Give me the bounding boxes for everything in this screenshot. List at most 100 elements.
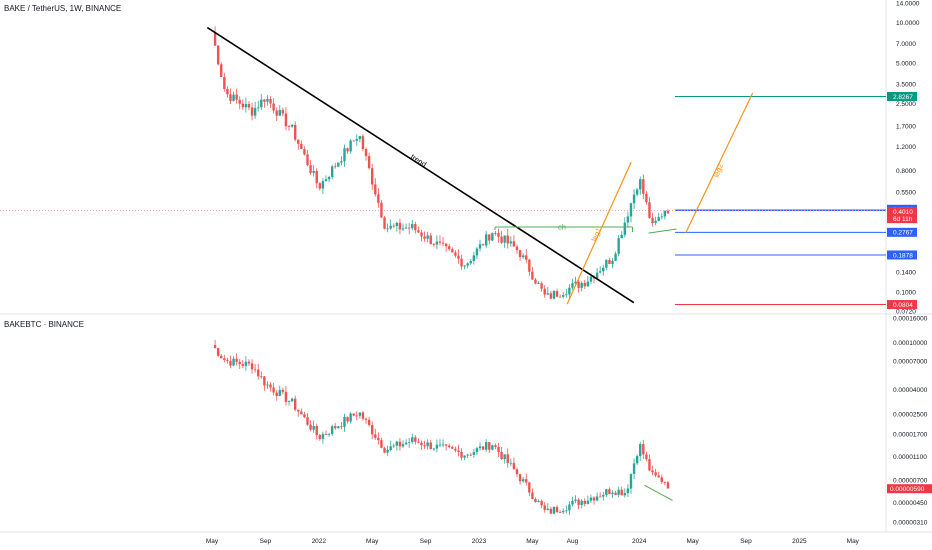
candle-body[interactable] bbox=[525, 479, 528, 483]
candle-body[interactable] bbox=[525, 255, 528, 260]
candle-body[interactable] bbox=[484, 442, 488, 450]
candle-body[interactable] bbox=[586, 281, 590, 287]
candle-body[interactable] bbox=[226, 88, 229, 95]
candle-body[interactable] bbox=[435, 241, 439, 245]
candle-body[interactable] bbox=[635, 189, 639, 195]
candle-body[interactable] bbox=[481, 446, 485, 450]
candle-body[interactable] bbox=[623, 222, 627, 235]
candle-body[interactable] bbox=[537, 283, 540, 285]
candle-body[interactable] bbox=[287, 126, 291, 128]
candle-body[interactable] bbox=[423, 445, 426, 447]
candle-body[interactable] bbox=[346, 148, 349, 152]
main-candles[interactable] bbox=[213, 26, 670, 300]
candle-body[interactable] bbox=[330, 166, 334, 177]
candle-body[interactable] bbox=[352, 140, 355, 142]
candle-body[interactable] bbox=[334, 426, 337, 429]
candle-body[interactable] bbox=[364, 149, 368, 157]
candle-body[interactable] bbox=[518, 250, 522, 258]
candle-body[interactable] bbox=[327, 433, 331, 435]
candle-body[interactable] bbox=[377, 194, 380, 203]
candle-body[interactable] bbox=[608, 489, 611, 495]
candle-body[interactable] bbox=[448, 445, 451, 447]
candle-body[interactable] bbox=[497, 446, 500, 453]
candle-body[interactable] bbox=[429, 442, 432, 449]
candle-body[interactable] bbox=[521, 255, 525, 258]
candle-body[interactable] bbox=[404, 442, 408, 445]
candle-body[interactable] bbox=[383, 217, 386, 229]
candle-body[interactable] bbox=[444, 243, 448, 247]
candle-body[interactable] bbox=[420, 442, 423, 446]
candle-body[interactable] bbox=[321, 181, 325, 189]
candle-body[interactable] bbox=[552, 291, 556, 299]
candle-body[interactable] bbox=[629, 473, 633, 489]
candle-body[interactable] bbox=[460, 258, 463, 267]
candle-body[interactable] bbox=[414, 437, 417, 442]
candle-body[interactable] bbox=[657, 217, 660, 221]
candle-body[interactable] bbox=[457, 255, 460, 259]
candle-body[interactable] bbox=[577, 499, 580, 506]
candle-body[interactable] bbox=[398, 222, 402, 230]
candle-body[interactable] bbox=[395, 222, 399, 227]
candle-body[interactable] bbox=[229, 361, 232, 366]
candle-body[interactable] bbox=[367, 419, 371, 426]
candle-body[interactable] bbox=[565, 294, 568, 296]
candle-body[interactable] bbox=[626, 488, 630, 494]
candle-body[interactable] bbox=[349, 413, 352, 422]
candle-body[interactable] bbox=[611, 260, 614, 265]
candle-body[interactable] bbox=[263, 376, 266, 386]
time-axis[interactable]: May Sep 2022 May Sep 2023 May Aug 2024 May Sep 2025… bbox=[206, 538, 860, 545]
candle-body[interactable] bbox=[235, 94, 238, 100]
candle-body[interactable] bbox=[568, 287, 571, 295]
candle-body[interactable] bbox=[361, 412, 365, 419]
candle-body[interactable] bbox=[472, 452, 476, 455]
candle-body[interactable] bbox=[401, 228, 405, 230]
candle-body[interactable] bbox=[635, 456, 639, 464]
candle-body[interactable] bbox=[407, 442, 411, 443]
candle-body[interactable] bbox=[315, 426, 318, 435]
candle-body[interactable] bbox=[287, 401, 291, 402]
candle-body[interactable] bbox=[250, 363, 254, 370]
candle-body[interactable] bbox=[374, 434, 377, 438]
candle-body[interactable] bbox=[441, 242, 445, 244]
candle-body[interactable] bbox=[278, 110, 281, 116]
candle-body[interactable] bbox=[352, 413, 355, 416]
candle-body[interactable] bbox=[220, 64, 223, 77]
candle-body[interactable] bbox=[411, 224, 414, 229]
candle-body[interactable] bbox=[358, 412, 362, 416]
candle-body[interactable] bbox=[244, 104, 248, 108]
candle-body[interactable] bbox=[250, 107, 254, 116]
candle-body[interactable] bbox=[515, 469, 519, 475]
candle-body[interactable] bbox=[300, 411, 303, 415]
leg2-line[interactable] bbox=[685, 92, 754, 233]
candle-body[interactable] bbox=[623, 493, 627, 496]
candle-body[interactable] bbox=[537, 501, 540, 503]
candle-body[interactable] bbox=[327, 176, 331, 180]
candle-body[interactable] bbox=[275, 392, 278, 396]
candle-body[interactable] bbox=[284, 391, 288, 402]
candle-body[interactable] bbox=[414, 224, 417, 231]
candle-body[interactable] bbox=[654, 472, 657, 476]
candle-body[interactable] bbox=[232, 94, 235, 101]
candle-body[interactable] bbox=[303, 414, 306, 418]
candle-body[interactable] bbox=[300, 143, 303, 150]
candle-body[interactable] bbox=[629, 203, 633, 217]
candle-body[interactable] bbox=[663, 210, 667, 217]
candle-body[interactable] bbox=[275, 110, 278, 116]
candle-body[interactable] bbox=[589, 497, 593, 501]
candle-body[interactable] bbox=[312, 426, 315, 430]
candle-body[interactable] bbox=[281, 110, 285, 114]
candle-body[interactable] bbox=[558, 296, 562, 298]
candle-body[interactable] bbox=[337, 162, 340, 167]
candle-body[interactable] bbox=[364, 418, 368, 420]
candle-body[interactable] bbox=[334, 166, 337, 168]
candle-body[interactable] bbox=[651, 217, 654, 224]
candle-body[interactable] bbox=[562, 510, 565, 513]
candle-body[interactable] bbox=[602, 494, 605, 497]
candle-body[interactable] bbox=[571, 283, 574, 288]
candle-body[interactable] bbox=[238, 361, 241, 365]
candle-body[interactable] bbox=[438, 444, 442, 446]
candle-body[interactable] bbox=[617, 489, 620, 495]
candle-body[interactable] bbox=[257, 369, 260, 377]
candle-body[interactable] bbox=[429, 235, 432, 245]
candle-body[interactable] bbox=[509, 462, 513, 464]
